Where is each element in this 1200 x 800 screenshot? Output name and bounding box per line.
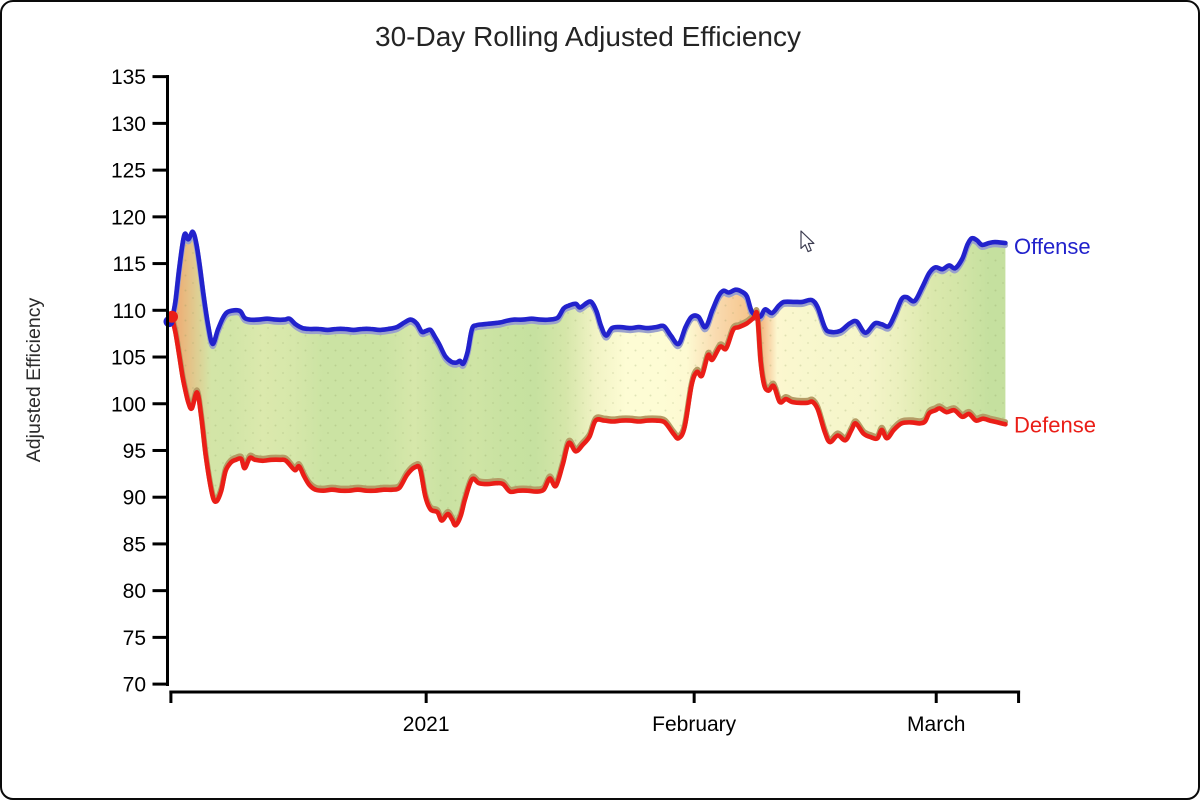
offense-line-label: Offense [1014, 234, 1091, 259]
defense-line-label: Defense [1014, 412, 1096, 437]
y-tick-label: 100 [111, 393, 146, 416]
axes: 70 75 80 85 90 95 100 105 110 115 120 125 130 135 2021… [111, 66, 1021, 736]
y-tick-label: 130 [111, 113, 146, 136]
area-dot-texture [172, 231, 1006, 526]
y-axis-label: Adjusted Efficiency [23, 298, 45, 463]
y-tick-label: 110 [113, 300, 146, 323]
y-tick-label: 125 [111, 160, 146, 183]
y-tick-label: 75 [123, 627, 146, 650]
margin-band [172, 231, 1006, 526]
chart-title: 30-Day Rolling Adjusted Efficiency [375, 21, 801, 52]
y-tick-label: 80 [123, 580, 146, 603]
arrow-cursor [800, 230, 815, 253]
y-tick-label: 90 [123, 487, 146, 510]
y-tick-label: 70 [123, 674, 146, 697]
y-tick-label: 120 [111, 206, 146, 229]
y-tick-label: 105 [111, 347, 146, 370]
x-tick-label: March [907, 713, 965, 736]
y-tick-label: 85 [123, 533, 146, 556]
y-tick-label: 95 [123, 440, 146, 463]
y-tick-label: 135 [111, 66, 146, 89]
defense-line [169, 309, 1008, 528]
y-tick-label: 115 [113, 253, 146, 276]
x-tick-label: February [652, 713, 737, 736]
mouse-cursor-icon [800, 230, 815, 253]
x-tick-label: 2021 [403, 713, 450, 736]
offense-line [169, 229, 1008, 367]
